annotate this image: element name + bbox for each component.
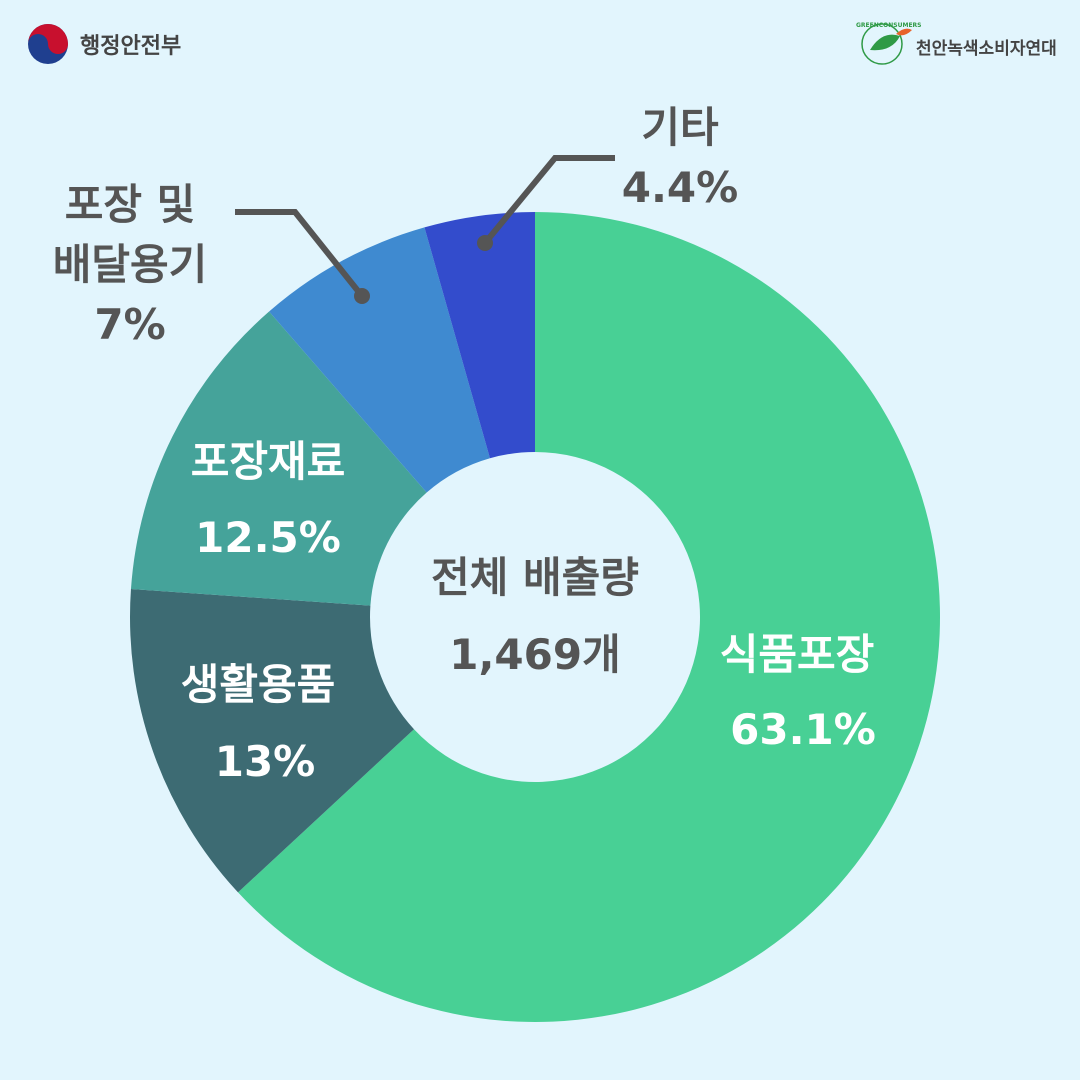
- gov-logo: [28, 24, 68, 64]
- center-title: 전체 배출량: [431, 553, 639, 602]
- value-label: 7%: [94, 300, 166, 349]
- value-label: 63.1%: [730, 705, 876, 754]
- donut-slice: [130, 589, 415, 893]
- center-value: 1,469개: [449, 630, 621, 679]
- right-org: 천안녹색소비자연대: [916, 39, 1057, 59]
- value-label: 4.4%: [621, 163, 739, 212]
- category-label: 생활용품: [180, 660, 336, 709]
- category-label: 포장 및 배달용기: [52, 180, 208, 289]
- leader-lines: [235, 155, 615, 304]
- category-label: 기타: [641, 103, 719, 152]
- left-org: 행정안전부: [80, 34, 182, 59]
- logo-text: GREENCONSUMERS: [856, 22, 922, 29]
- value-label: 12.5%: [195, 513, 341, 562]
- donut-slice: [424, 212, 535, 459]
- category-label: 식품포장: [719, 630, 875, 679]
- consumer-logo: [861, 23, 912, 65]
- value-label: 13%: [214, 737, 316, 786]
- donut-slice: [238, 212, 941, 1023]
- category-label: 포장재료: [190, 437, 346, 486]
- donut-slice: [269, 227, 490, 493]
- donut-slice: [130, 311, 427, 606]
